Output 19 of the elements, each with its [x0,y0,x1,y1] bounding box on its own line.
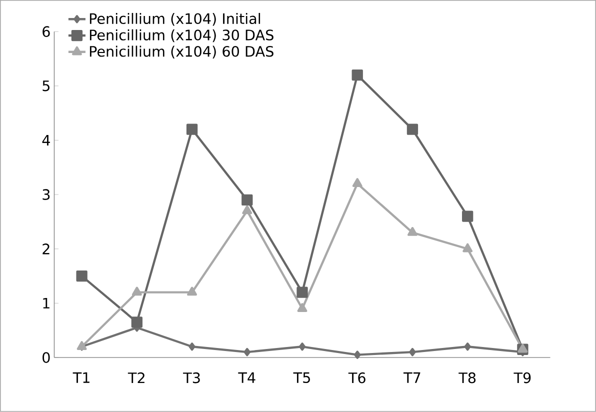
x-tick-label: T6 [348,372,366,384]
x-tick-label: T1 [72,372,90,383]
legend-label: Penicillium (x104) Initial [90,13,260,26]
y-tick-label: 0 [42,352,50,364]
y-tick-label: 2 [42,244,50,254]
x-tick-label: T4 [238,372,256,383]
y-tick-label: 1 [43,298,50,309]
x-tick-label: T9 [514,372,531,384]
x-tick-label: T7 [403,372,420,383]
legend-label: Penicillium (x104) 30 DAS [90,29,274,42]
y-tick-label: 6 [42,26,50,38]
y-tick-label: 3 [42,189,50,200]
x-tick-label: T2 [128,372,144,384]
y-tick-label: 4 [42,135,50,146]
x-tick-label: T8 [458,372,476,384]
x-tick-label: T3 [183,372,200,384]
y-tick-label: 5 [42,80,50,92]
legend-label: Penicillium (x104) 60 DAS [90,46,274,59]
x-tick-label: T5 [293,372,310,384]
